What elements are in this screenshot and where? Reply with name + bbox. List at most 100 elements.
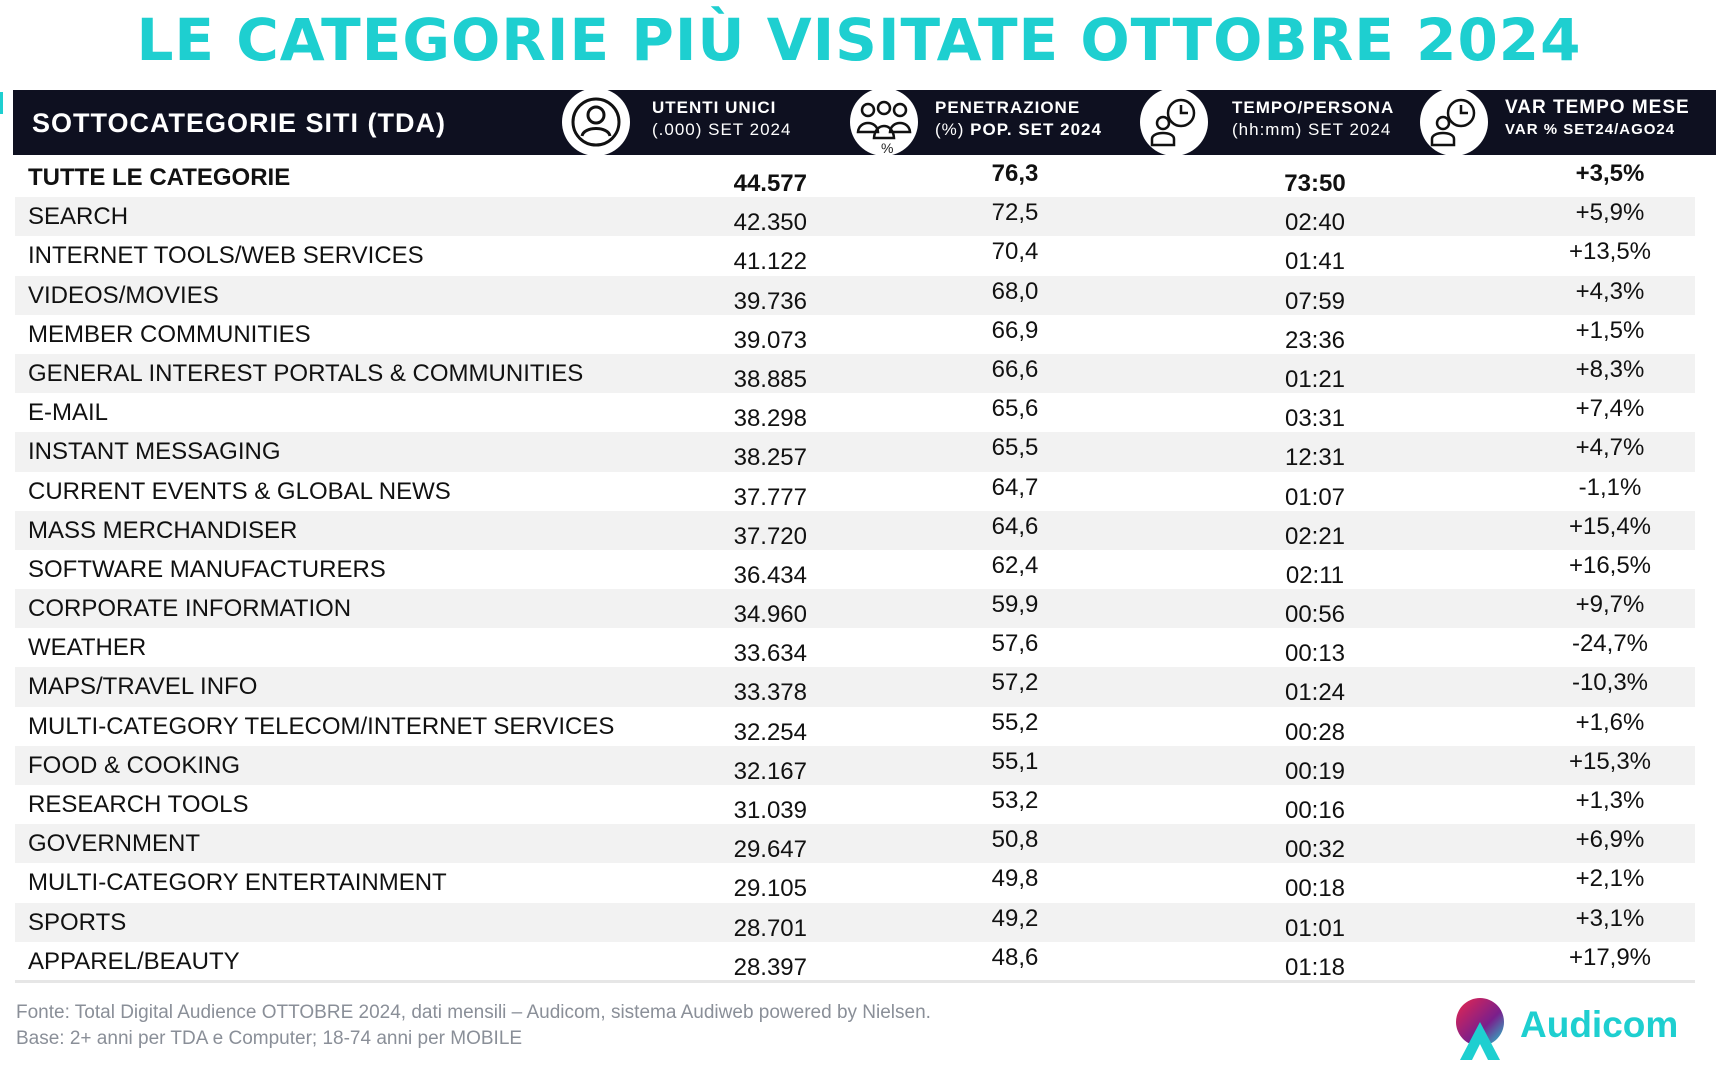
row-time: 00:56 xyxy=(1284,601,1346,629)
row-name: RESEARCH TOOLS xyxy=(28,791,249,818)
row-variation: +5,9% xyxy=(1575,199,1645,227)
row-penetration: 55,1 xyxy=(991,747,1039,775)
row-time: 01:07 xyxy=(1284,483,1346,511)
row-users: 44.577 xyxy=(733,170,807,197)
table-row: SEARCH 42.350 72,5 02:40 +5,9% xyxy=(15,197,1695,237)
row-name: FOOD & COOKING xyxy=(28,751,241,779)
row-variation: +15,4% xyxy=(1568,512,1652,540)
table-row: VIDEOS/MOVIES 39.736 68,0 07:59 +4,3% xyxy=(15,275,1695,315)
table-row: APPAREL/BEAUTY 28.397 48,6 01:18 +17,9% xyxy=(15,942,1695,981)
row-penetration: 65,5 xyxy=(991,434,1039,462)
row-users: 28.701 xyxy=(733,914,807,942)
row-name: MEMBER COMMUNITIES xyxy=(28,320,311,348)
row-users: 42.350 xyxy=(733,209,807,237)
row-time: 00:13 xyxy=(1284,640,1346,668)
table-row: GOVERNMENT 29.647 50,8 00:32 +6,9% xyxy=(15,824,1695,864)
row-users: 29.647 xyxy=(733,836,807,864)
row-penetration: 64,7 xyxy=(991,473,1039,501)
row-users: 31.039 xyxy=(733,797,807,824)
audicom-logo: Audicom xyxy=(1450,996,1710,1062)
table-row: SPORTS 28.701 49,2 01:01 +3,1% xyxy=(15,902,1695,942)
row-users: 29.105 xyxy=(733,875,807,903)
header-pen-line2a: (%) xyxy=(935,120,971,139)
table-row: WEATHER 33.634 57,6 00:13 -24,7% xyxy=(15,628,1695,667)
accent-mark xyxy=(0,92,3,114)
table-row: MULTI-CATEGORY ENTERTAINMENT 29.105 49,8 00… xyxy=(15,863,1695,902)
row-time: 02:40 xyxy=(1284,209,1346,237)
row-penetration: 57,2 xyxy=(991,669,1039,697)
user-icon xyxy=(562,88,630,156)
row-name: APPAREL/BEAUTY xyxy=(28,947,240,975)
table-row: E-MAIL 38.298 65,6 03:31 +7,4% xyxy=(15,393,1695,432)
row-name: E-MAIL xyxy=(28,399,109,427)
row-variation: +9,7% xyxy=(1575,591,1645,619)
table-row: SOFTWARE MANUFACTURERS 36.434 62,4 02:11 +16… xyxy=(15,550,1695,589)
table-row: FOOD & COOKING 32.167 55,1 00:19 +15,3% xyxy=(15,745,1695,785)
row-variation: +1,6% xyxy=(1575,708,1645,736)
row-time: 03:31 xyxy=(1284,405,1346,433)
row-variation: +4,3% xyxy=(1575,277,1645,305)
table-row: GENERAL INTEREST PORTALS & COMMUNITIES 38… xyxy=(15,353,1695,394)
row-time: 00:18 xyxy=(1284,875,1346,903)
row-users: 37.777 xyxy=(733,483,807,511)
row-variation: +4,7% xyxy=(1575,434,1645,462)
group-icon xyxy=(850,88,918,156)
audicom-logo-text: Audicom xyxy=(1520,1004,1679,1045)
header-time-line2: (hh:mm) SET 2024 xyxy=(1232,120,1392,139)
header-users-line2: (.000) SET 2024 xyxy=(652,120,792,139)
row-penetration: 59,9 xyxy=(991,591,1039,619)
row-variation: +2,1% xyxy=(1575,865,1645,893)
row-users: 32.254 xyxy=(733,718,807,746)
row-penetration: 72,5 xyxy=(991,199,1039,227)
row-penetration: 50,8 xyxy=(991,826,1039,854)
header-pen-line2b: POP. SET 2024 xyxy=(970,120,1102,139)
row-penetration: 55,2 xyxy=(991,708,1039,736)
header-var: VAR TEMPO MESE VAR % SET24/AGO24 xyxy=(1505,97,1690,141)
row-penetration: 66,6 xyxy=(991,355,1039,383)
row-variation: +13,5% xyxy=(1568,238,1652,266)
row-name: SEARCH xyxy=(28,203,129,231)
row-name: CORPORATE INFORMATION xyxy=(28,595,352,623)
table-row: MULTI-CATEGORY TELECOM/INTERNET SERVICES… xyxy=(15,707,1695,746)
row-name: TUTTE LE CATEGORIE xyxy=(28,164,291,191)
row-variation: +8,3% xyxy=(1575,355,1645,383)
row-penetration: 57,6 xyxy=(991,630,1039,658)
audicom-logo-mark xyxy=(1456,998,1504,1060)
row-variation: +3,1% xyxy=(1575,904,1645,932)
row-penetration: 66,9 xyxy=(991,316,1039,344)
row-penetration: 49,2 xyxy=(991,904,1039,932)
table-row: MAPS/TRAVEL INFO 33.378 57,2 01:24 -10,3% xyxy=(15,667,1695,707)
row-variation: +1,3% xyxy=(1575,787,1645,814)
row-name: CURRENT EVENTS & GLOBAL NEWS xyxy=(28,477,451,505)
row-penetration: 70,4 xyxy=(991,238,1039,266)
row-time: 01:24 xyxy=(1284,679,1346,707)
user-clock-icon xyxy=(1140,88,1208,156)
row-time: 23:36 xyxy=(1284,326,1346,354)
header-var-line1: VAR TEMPO MESE xyxy=(1505,97,1690,118)
row-penetration: 64,6 xyxy=(991,512,1039,540)
row-time: 12:31 xyxy=(1284,444,1346,472)
row-variation: -10,3% xyxy=(1571,669,1649,697)
table-row: RESEARCH TOOLS 31.039 53,2 00:16 +1,3% xyxy=(15,785,1695,824)
row-users: 28.397 xyxy=(733,953,807,981)
row-variation: -1,1% xyxy=(1578,473,1642,501)
table-row: TUTTE LE CATEGORIE 44.577 76,3 73:50 +3,5% xyxy=(15,158,1695,197)
row-users: 34.960 xyxy=(733,601,807,629)
row-time: 02:11 xyxy=(1285,561,1345,589)
row-users: 33.378 xyxy=(733,679,807,707)
row-name: MULTI-CATEGORY ENTERTAINMENT xyxy=(28,869,447,897)
table-row: MEMBER COMMUNITIES 39.073 66,9 23:36 +1,5% xyxy=(15,315,1695,354)
footnote-source: Fonte: Total Digital Audience OTTOBRE 20… xyxy=(16,1002,931,1023)
row-variation: +15,3% xyxy=(1568,747,1652,775)
header-users-line1: UTENTI UNICI xyxy=(652,98,777,117)
row-users: 38.257 xyxy=(733,444,807,472)
footnote-base: Base: 2+ anni per TDA e Computer; 18-74 … xyxy=(16,1028,523,1049)
row-users: 39.073 xyxy=(733,326,807,354)
table-row: INSTANT MESSAGING 38.257 65,5 12:31 +4,7% xyxy=(15,432,1695,472)
row-users: 38.885 xyxy=(733,365,807,393)
page-title: LE CATEGORIE PIÙ VISITATE OTTOBRE 2024 xyxy=(136,6,1582,74)
table-row: CORPORATE INFORMATION 34.960 59,9 00:56 +9,7… xyxy=(15,589,1695,629)
row-name: INTERNET TOOLS/WEB SERVICES xyxy=(28,242,424,270)
row-users: 39.736 xyxy=(733,287,807,315)
row-time: 73:50 xyxy=(1284,170,1346,197)
